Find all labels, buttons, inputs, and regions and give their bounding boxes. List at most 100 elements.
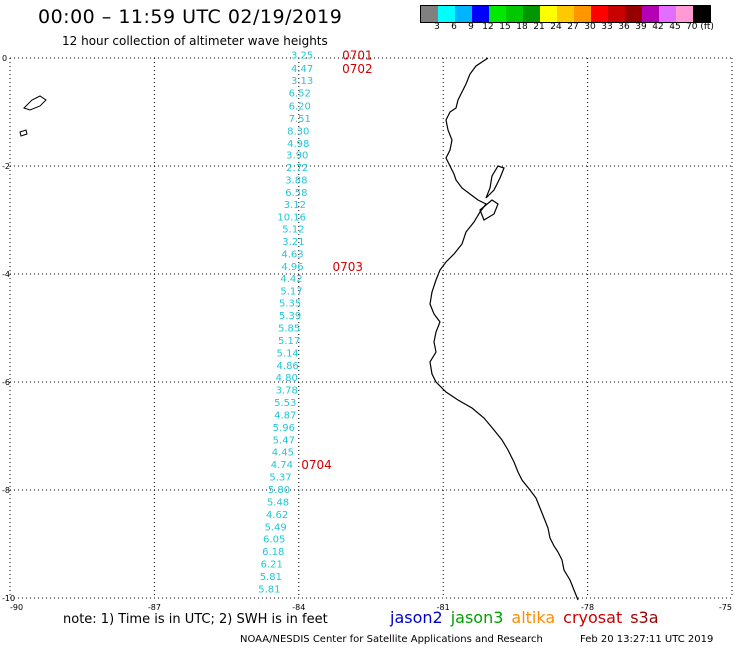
satellite-legend: jason2 jason3 altika cryosat s3a [390, 608, 667, 627]
wave-height-label: 5.17 [278, 336, 300, 347]
color-swatch [608, 6, 625, 22]
wave-height-label: 6.21 [261, 560, 283, 571]
satellite-track: 3.25 4.473.13 6.52 6.207.518.30 4.983.902.72… [258, 50, 313, 595]
wave-height-label: 4.63 [281, 250, 303, 261]
color-swatch [676, 6, 693, 22]
satellite-legend-item: jason2 [390, 608, 443, 627]
color-scale-tick: 18 [516, 22, 528, 32]
pass-time-label: 0702 [342, 62, 373, 76]
galapagos-islands [19, 95, 47, 137]
longitude-tick-label: -84 [292, 603, 305, 612]
wave-height-label: 2.72 [286, 163, 308, 174]
map-title: 00:00 – 11:59 UTC 02/19/2019 [38, 6, 343, 28]
wave-height-label: 4.86 [277, 361, 299, 372]
wave-height-label: 6.18 [262, 547, 284, 558]
wave-height-label: 5.12 [282, 225, 304, 236]
color-scale-tick: 15 [499, 22, 511, 32]
color-swatch [625, 6, 642, 22]
color-swatch [540, 6, 557, 22]
wave-height-label: 3.21 [282, 237, 304, 248]
wave-height-label: 4.62 [266, 510, 288, 521]
wave-height-label: 4.80 [276, 373, 298, 384]
wave-height-label: 8.30 [287, 126, 309, 137]
wave-height-label: 3.90 [286, 151, 308, 162]
wave-height-label: 3.25 [291, 50, 313, 61]
wave-height-label: 6.05 [263, 535, 285, 546]
wave-height-label: 5.81 [260, 572, 282, 583]
color-scale-tick: 12 [482, 22, 494, 32]
wave-height-label: 4.47 [291, 64, 313, 75]
longitude-tick-label: -81 [437, 603, 450, 612]
map-grid [9, 57, 733, 599]
wave-height-label: 7.51 [289, 114, 311, 125]
latitude-tick-label: -6 [2, 378, 10, 387]
pass-time-label: 0701 [342, 48, 373, 62]
color-scale-tick: 36 [618, 22, 630, 32]
generated-timestamp: Feb 20 13:27:11 UTC 2019 [580, 634, 714, 645]
wave-height-label: 5.17 [280, 286, 302, 297]
color-scale-tick: 9 [468, 22, 474, 32]
footnote: note: 1) Time is in UTC; 2) SWH is in fe… [63, 612, 328, 627]
wave-height-label: 4.42 [280, 274, 302, 285]
wave-height-label: 5.81 [258, 584, 280, 595]
color-swatch [421, 6, 438, 22]
pass-time-label: 0703 [332, 260, 363, 274]
latitude-tick-label: -2 [2, 162, 10, 171]
color-swatch [506, 6, 523, 22]
axis-tick-labels: -90 -87 -84 -81 -78 -75 0 -2 -4 -6 -8 -10 [2, 54, 732, 612]
wave-height-label: 5.37 [269, 473, 291, 484]
color-scale-tick: 21 [533, 22, 545, 32]
satellite-legend-item: altika [511, 608, 556, 627]
color-swatch [642, 6, 659, 22]
wave-height-label: 3.88 [285, 176, 307, 187]
pass-time-label: 0704 [301, 458, 332, 472]
color-scale-tick: 30 [584, 22, 596, 32]
color-swatch [574, 6, 591, 22]
color-scale-tick: 24 [550, 22, 562, 32]
satellite-legend-item: cryosat [563, 608, 623, 627]
wave-height-label: 5.49 [265, 522, 287, 533]
color-scale-tick: 39 [635, 22, 647, 32]
color-scale-tick: 27 [567, 22, 579, 32]
color-swatch [557, 6, 574, 22]
longitude-tick-label: -87 [148, 603, 161, 612]
color-scale-tick: 3 [434, 22, 440, 32]
latitude-tick-label: -8 [2, 486, 10, 495]
latitude-tick-label: -4 [2, 270, 10, 279]
wave-height-label: 4.74 [271, 460, 293, 471]
wave-height-label: 4.45 [272, 448, 294, 459]
wave-height-label: 5.80 [268, 485, 290, 496]
wave-height-label: 4.98 [287, 139, 309, 150]
wave-height-label: 5.14 [277, 348, 299, 359]
latitude-tick-label: 0 [2, 54, 7, 63]
wave-height-label: 6.58 [285, 188, 307, 199]
wave-height-label: 3.78 [276, 386, 298, 397]
color-scale-tick: 33 [601, 22, 613, 32]
wave-height-label: 4.96 [281, 262, 303, 273]
longitude-tick-label: -78 [581, 603, 594, 612]
satellite-legend-item: jason3 [450, 608, 504, 627]
color-swatch [659, 6, 676, 22]
color-scale-tick: 42 [652, 22, 664, 32]
color-swatch [591, 6, 608, 22]
wave-height-label: 5.39 [279, 311, 301, 322]
color-scale-bar [420, 5, 711, 23]
map-subtitle: 12 hour collection of altimeter wave hei… [62, 34, 328, 48]
color-swatch [472, 6, 489, 22]
wave-height-label: 5.47 [273, 435, 295, 446]
color-swatch [489, 6, 506, 22]
color-swatch [438, 6, 455, 22]
color-scale-tick: 45 [669, 22, 681, 32]
wave-height-label: 5.53 [274, 398, 296, 409]
wave-height-label: 3.12 [284, 200, 306, 211]
color-scale-tick: 70 (ft) [686, 22, 714, 32]
wave-height-label: 5.85 [278, 324, 300, 335]
color-swatch [523, 6, 540, 22]
wave-height-label: 5.96 [273, 423, 295, 434]
wave-height-label: 4.87 [274, 410, 296, 421]
latitude-tick-label: -10 [2, 594, 15, 603]
longitude-tick-label: -75 [719, 603, 732, 612]
credit-line: NOAA/NESDIS Center for Satellite Applica… [240, 634, 543, 645]
